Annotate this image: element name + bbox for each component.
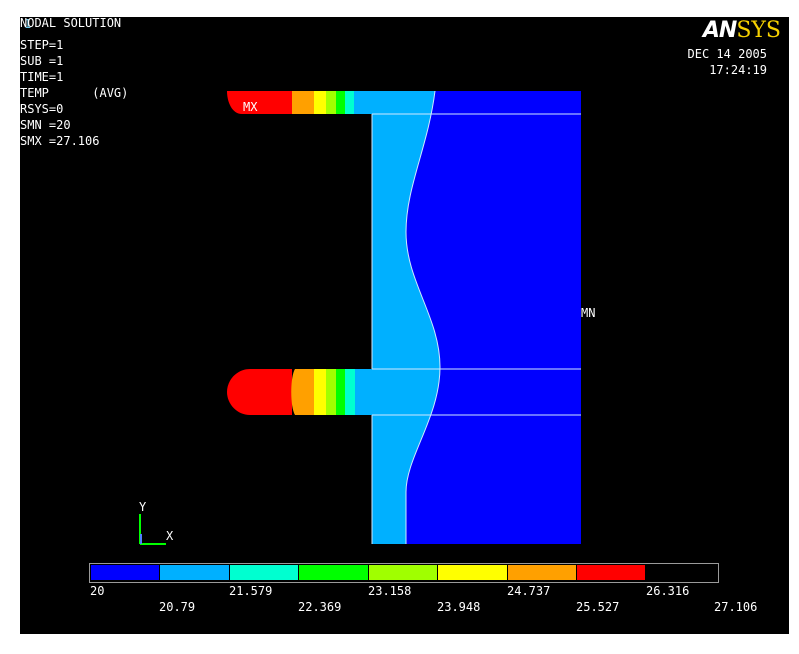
upper-fin bbox=[227, 91, 388, 114]
legend-label: 27.106 bbox=[714, 600, 758, 614]
mesh-lines bbox=[371, 113, 581, 544]
graphics-viewport[interactable]: 1 ANSYS DEC 14 2005 17:24:19 NODAL SOLUT… bbox=[20, 17, 789, 634]
lower-fin-band-lime bbox=[326, 369, 336, 415]
upper-fin-band-yellow bbox=[314, 91, 326, 114]
legend-swatch-1 bbox=[91, 565, 159, 580]
upper-fin-band-green bbox=[336, 91, 345, 114]
legend-swatch-3 bbox=[230, 565, 298, 580]
info-sub: SUB =1 bbox=[20, 54, 64, 68]
lower-fin-band-yellow bbox=[314, 369, 326, 415]
info-title: NODAL SOLUTION bbox=[20, 17, 122, 30]
upper-fin-band-cyan bbox=[354, 91, 388, 114]
lower-fin-band-teal bbox=[345, 369, 355, 415]
info-temp: TEMP (AVG) bbox=[20, 86, 129, 100]
legend-swatch-5 bbox=[369, 565, 437, 580]
window-number: 1 bbox=[24, 17, 32, 31]
lower-fin-band-green bbox=[336, 369, 345, 415]
info-time: TIME=1 bbox=[20, 70, 64, 84]
lower-fin-band-orange bbox=[291, 369, 314, 415]
logo-part-a: AN bbox=[702, 18, 737, 43]
contour-legend bbox=[89, 563, 719, 583]
upper-fin-band-orange bbox=[292, 91, 314, 114]
upper-fin-band-lime bbox=[326, 91, 336, 114]
legend-swatch-7 bbox=[508, 565, 576, 580]
triad-x-label: X bbox=[166, 529, 174, 543]
legend-label: 24.737 bbox=[507, 584, 551, 598]
legend-label: 25.527 bbox=[576, 600, 620, 614]
legend-label: 22.369 bbox=[298, 600, 342, 614]
lower-fin-hot-zone bbox=[227, 369, 292, 415]
legend-label: 21.579 bbox=[229, 584, 273, 598]
axis-triad bbox=[139, 514, 166, 545]
min-marker-label: MN bbox=[581, 306, 596, 320]
upper-fin-hot-zone bbox=[227, 91, 292, 114]
lower-fin-band-cyan bbox=[355, 369, 390, 415]
plate bbox=[372, 90, 581, 544]
legend-swatch-8 bbox=[577, 565, 645, 580]
legend-label: 20.79 bbox=[159, 600, 196, 614]
plot-date: DEC 14 2005 bbox=[687, 47, 767, 61]
ansys-logo: ANSYS bbox=[703, 20, 781, 42]
contour-model bbox=[139, 90, 581, 545]
legend-label: 23.948 bbox=[437, 600, 481, 614]
upper-fin-band-teal bbox=[345, 91, 354, 114]
legend-label: 20 bbox=[90, 584, 105, 598]
plot-time: 17:24:19 bbox=[709, 63, 767, 77]
triad-y-label: Y bbox=[139, 500, 147, 514]
legend-label: 23.158 bbox=[368, 584, 412, 598]
legend-swatch-4 bbox=[299, 565, 368, 580]
lower-fin bbox=[227, 369, 390, 415]
info-step: STEP=1 bbox=[20, 38, 64, 52]
info-rsys: RSYS=0 bbox=[20, 102, 64, 116]
max-marker-label: MX bbox=[243, 100, 258, 114]
info-smx: SMX =27.106 bbox=[20, 134, 100, 148]
isotherm-line bbox=[405, 90, 441, 544]
info-smn: SMN =20 bbox=[20, 118, 71, 132]
legend-swatch-2 bbox=[160, 565, 229, 580]
logo-part-b: SYS bbox=[736, 18, 781, 43]
plate-cold-zone bbox=[406, 91, 581, 544]
legend-label: 26.316 bbox=[646, 584, 690, 598]
legend-swatch-6 bbox=[438, 565, 507, 580]
